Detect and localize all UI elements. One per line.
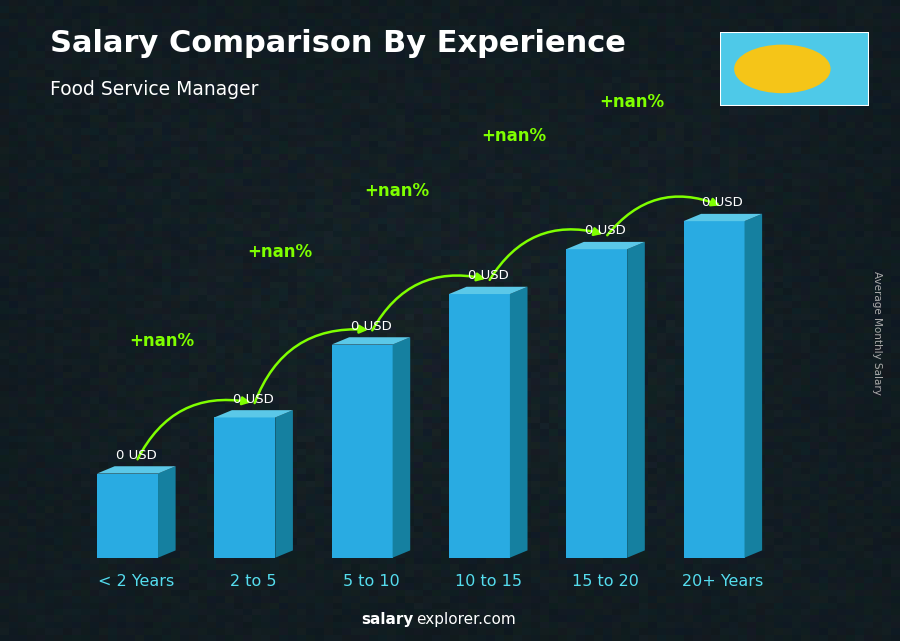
Polygon shape — [566, 242, 644, 249]
Polygon shape — [275, 410, 292, 558]
Polygon shape — [449, 287, 527, 294]
Text: salary: salary — [362, 612, 414, 627]
Text: 0 USD: 0 USD — [350, 320, 392, 333]
Polygon shape — [97, 466, 176, 474]
Text: +nan%: +nan% — [130, 332, 194, 350]
Text: 0 USD: 0 USD — [585, 224, 625, 237]
Polygon shape — [627, 242, 644, 558]
Circle shape — [734, 46, 830, 92]
Text: explorer.com: explorer.com — [416, 612, 516, 627]
Polygon shape — [158, 466, 176, 558]
Text: 0 USD: 0 USD — [468, 269, 508, 282]
Bar — [683, 221, 744, 558]
Polygon shape — [331, 337, 410, 345]
Text: Average Monthly Salary: Average Monthly Salary — [872, 271, 883, 395]
Text: Salary Comparison By Experience: Salary Comparison By Experience — [50, 29, 625, 58]
Text: +nan%: +nan% — [364, 181, 429, 199]
Polygon shape — [744, 214, 762, 558]
Text: +nan%: +nan% — [247, 243, 312, 262]
Polygon shape — [392, 337, 410, 558]
Bar — [449, 294, 510, 558]
Text: Food Service Manager: Food Service Manager — [50, 80, 258, 99]
Text: +nan%: +nan% — [482, 127, 546, 145]
Bar — [331, 345, 392, 558]
Text: 0 USD: 0 USD — [702, 196, 743, 210]
Polygon shape — [683, 214, 762, 221]
Polygon shape — [510, 287, 527, 558]
Text: +nan%: +nan% — [598, 93, 664, 111]
Bar — [214, 417, 275, 558]
Bar — [97, 474, 158, 558]
Polygon shape — [214, 410, 292, 417]
Text: 0 USD: 0 USD — [116, 449, 157, 462]
Text: 0 USD: 0 USD — [233, 393, 274, 406]
Bar — [566, 249, 627, 558]
